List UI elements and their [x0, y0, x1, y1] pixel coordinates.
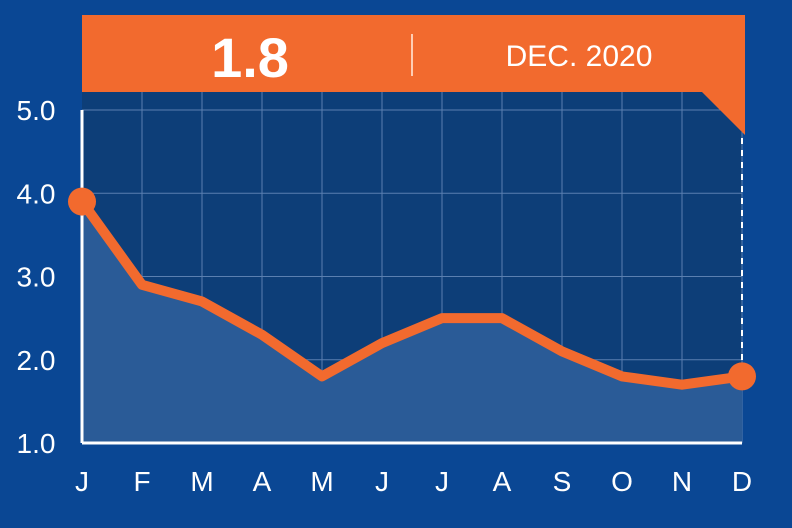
x-tick-label: J — [375, 466, 389, 497]
y-tick-label: 1.0 — [17, 428, 56, 459]
y-tick-label: 3.0 — [17, 262, 56, 293]
data-point — [68, 187, 96, 216]
x-tick-label: M — [190, 466, 213, 497]
banner-shape — [82, 15, 745, 135]
y-tick-label: 2.0 — [17, 345, 56, 376]
banner-value: 1.8 — [211, 26, 289, 89]
series-line — [77, 196, 747, 390]
area-fill — [82, 201, 742, 443]
value-banner: 1.8 DEC. 2020 — [82, 15, 745, 135]
y-tick-label: 5.0 — [17, 95, 56, 126]
x-tick-label: J — [435, 466, 449, 497]
x-tick-label: F — [133, 466, 150, 497]
x-tick-label: D — [732, 466, 752, 497]
data-points — [68, 187, 756, 391]
x-tick-label: M — [310, 466, 333, 497]
x-tick-label: S — [553, 466, 572, 497]
x-tick-label: A — [253, 466, 272, 497]
banner-date: DEC. 2020 — [506, 40, 653, 73]
data-point — [728, 362, 756, 391]
y-tick-labels: 5.0 4.0 3.0 2.0 1.0 — [17, 95, 56, 459]
x-tick-label: N — [672, 466, 692, 497]
x-tick-label: J — [75, 466, 89, 497]
x-tick-label: O — [611, 466, 633, 497]
y-tick-label: 4.0 — [17, 178, 56, 209]
x-tick-label: A — [493, 466, 512, 497]
